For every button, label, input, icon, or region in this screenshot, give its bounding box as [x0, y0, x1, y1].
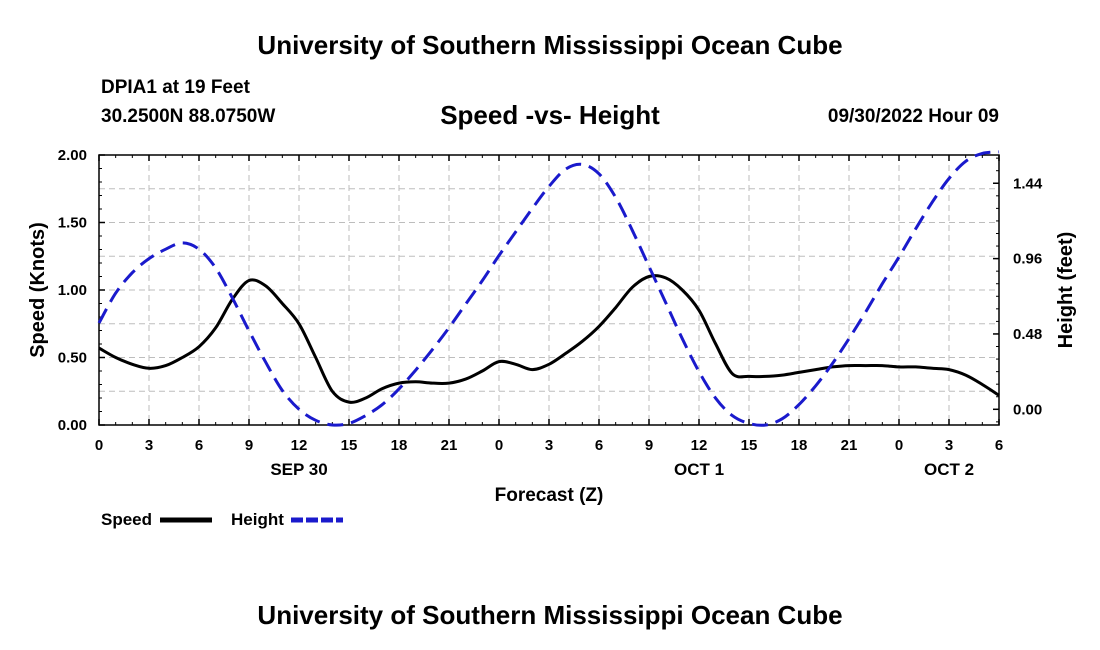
x-tick-label: 3	[145, 437, 153, 454]
x-tick-label: 12	[691, 437, 708, 454]
x-tick-label: 0	[495, 437, 503, 454]
x-tick-label: 3	[945, 437, 953, 454]
x-tick-label: 6	[595, 437, 603, 454]
y-tick-label: 1.50	[58, 215, 87, 232]
station-coords: 30.2500N 88.0750W	[101, 106, 276, 127]
y-tick-label: 0.00	[58, 417, 87, 434]
series-line-speed	[98, 274, 1000, 404]
main-title: University of Southern Mississippi Ocean…	[257, 30, 843, 60]
x-tick-label: 0	[895, 437, 903, 454]
run-time: 09/30/2022 Hour 09	[827, 106, 999, 127]
x-date-label: SEP 30	[270, 460, 327, 479]
x-tick-label: 12	[291, 437, 308, 454]
legend: Speed Height	[101, 510, 343, 529]
x-date-label: OCT 2	[924, 460, 974, 479]
x-tick-label: 21	[841, 437, 858, 454]
series-layer	[97, 150, 1000, 427]
x-tick-label: 9	[645, 437, 653, 454]
x-tick-label: 15	[741, 437, 758, 454]
y-axis-label: Speed (Knots)	[27, 222, 49, 358]
x-tick-label: 18	[791, 437, 808, 454]
x-tick-label: 18	[391, 437, 408, 454]
x-axis-label: Forecast (Z)	[495, 485, 604, 506]
x-tick-label: 6	[995, 437, 1003, 454]
x-tick-label: 9	[245, 437, 253, 454]
x-tick-label: 0	[95, 437, 103, 454]
grid	[99, 155, 999, 425]
x-date-label: OCT 1	[674, 460, 724, 479]
x-tick-label: 21	[441, 437, 458, 454]
y-tick-label: 1.00	[58, 282, 87, 299]
y-tick-label: 2.00	[58, 147, 87, 164]
legend-label-speed: Speed	[101, 510, 152, 529]
x-tick-label: 15	[341, 437, 358, 454]
legend-label-height: Height	[231, 510, 284, 529]
y-tick-label: 0.50	[58, 350, 87, 367]
y2-tick-label: 1.44	[1013, 175, 1043, 192]
x-tick-label: 3	[545, 437, 553, 454]
y2-tick-label: 0.96	[1013, 251, 1042, 268]
axis-ticks: 0 3 6 9 12 15 18 21 0 3 6 9 12 15 18 21 0 3 6 0.00 0.50 1.00 1…	[58, 147, 1043, 479]
y2-axis-label: Height (feet)	[1055, 232, 1077, 349]
footer-title: University of Southern Mississippi Ocean…	[257, 600, 843, 630]
chart-title: Speed -vs- Height	[440, 100, 660, 130]
x-tick-label: 6	[195, 437, 203, 454]
y2-tick-label: 0.48	[1013, 326, 1042, 343]
station-name: DPIA1 at 19 Feet	[101, 77, 250, 98]
y2-tick-label: 0.00	[1013, 401, 1042, 418]
